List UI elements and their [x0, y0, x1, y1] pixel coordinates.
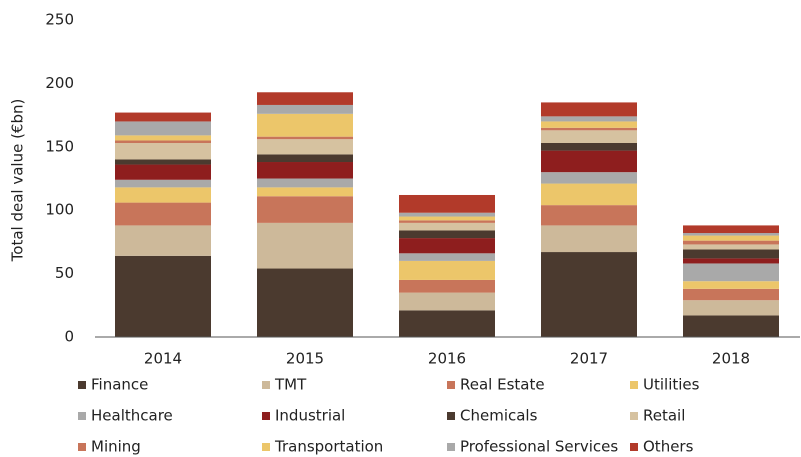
legend-label: Industrial	[275, 407, 345, 425]
bar-segment	[541, 142, 637, 151]
bar-segment	[541, 150, 637, 173]
bar-segment	[115, 112, 211, 122]
bar-segment	[115, 202, 211, 226]
bar-segment	[541, 205, 637, 226]
bar-segment	[115, 140, 211, 143]
bar-segment	[399, 292, 495, 311]
bar-segment	[257, 222, 353, 269]
bar-segment	[257, 113, 353, 137]
legend-label: Transportation	[274, 438, 383, 456]
legend-swatch	[630, 381, 638, 389]
bar-segment	[683, 233, 779, 236]
bar-segment	[683, 315, 779, 337]
bar-segment	[257, 196, 353, 223]
legend-label: Real Estate	[460, 376, 545, 394]
bar-segment	[115, 142, 211, 160]
bar-segment	[115, 121, 211, 136]
legend-swatch	[78, 443, 86, 451]
legend-swatch	[78, 381, 86, 389]
legend-swatch	[447, 412, 455, 420]
bar-segment	[683, 258, 779, 264]
bar-segment	[399, 222, 495, 231]
bar-segment	[257, 268, 353, 337]
bar-segment	[399, 230, 495, 239]
legend-label: Professional Services	[460, 438, 618, 456]
legend-label: Others	[643, 438, 694, 456]
bar-segment	[115, 187, 211, 203]
y-tick-label: 100	[45, 201, 74, 219]
bar-segment	[115, 225, 211, 256]
legend-swatch	[630, 443, 638, 451]
bar-segment	[115, 135, 211, 141]
bar-segment	[683, 240, 779, 245]
x-tick-label: 2017	[570, 350, 608, 368]
legend-swatch	[630, 412, 638, 420]
bar-segment	[399, 310, 495, 337]
bar-segment	[683, 288, 779, 301]
bar-segment	[115, 255, 211, 337]
bar-segment	[683, 244, 779, 250]
bar-segment	[399, 253, 495, 261]
legend-swatch	[262, 443, 270, 451]
legend-label: Mining	[91, 438, 141, 456]
bar-segment	[541, 172, 637, 184]
legend-label: Finance	[91, 376, 148, 394]
x-tick-label: 2018	[712, 350, 750, 368]
bar-segment	[541, 225, 637, 253]
bar-segment	[399, 260, 495, 280]
y-tick-label: 250	[45, 11, 74, 29]
bar-segment	[257, 139, 353, 155]
bar-segment	[257, 154, 353, 163]
y-tick-label: 50	[55, 264, 74, 282]
legend-swatch	[262, 412, 270, 420]
x-tick-label: 2016	[428, 350, 466, 368]
bar-segment	[399, 220, 495, 223]
bar-segment	[115, 159, 211, 165]
legend-swatch	[262, 381, 270, 389]
bar-segment	[257, 92, 353, 105]
bar-segment	[683, 235, 779, 241]
legend-label: Healthcare	[91, 407, 173, 425]
bar-segment	[257, 136, 353, 140]
bar-segment	[399, 194, 495, 213]
x-tick-label: 2015	[286, 350, 324, 368]
bar-segment	[399, 279, 495, 293]
bar-segment	[541, 130, 637, 143]
bar-segment	[541, 183, 637, 206]
bar-segment	[541, 127, 637, 131]
bar-segment	[683, 300, 779, 316]
y-tick-label: 150	[45, 137, 74, 155]
bar-segment	[115, 179, 211, 188]
bar-segment	[541, 252, 637, 337]
bar-segment	[683, 281, 779, 289]
x-tick-label: 2014	[144, 350, 182, 368]
bar-segment	[257, 178, 353, 188]
bar-segment	[257, 104, 353, 114]
bar-segment	[541, 121, 637, 128]
bar-segment	[683, 263, 779, 282]
y-tick-label: 0	[64, 328, 74, 346]
legend-label: TMT	[274, 376, 307, 394]
bar-segment	[541, 116, 637, 122]
legend-swatch	[447, 443, 455, 451]
bar-segment	[399, 216, 495, 221]
bar-segment	[541, 102, 637, 117]
bar-segment	[399, 212, 495, 217]
legend-swatch	[78, 412, 86, 420]
bar-segment	[257, 187, 353, 197]
bar-segment	[683, 225, 779, 234]
y-tick-label: 200	[45, 74, 74, 92]
legend-label: Chemicals	[460, 407, 538, 425]
bar-segment	[683, 249, 779, 259]
bar-segment	[399, 238, 495, 254]
legend-swatch	[447, 381, 455, 389]
legend-label: Utilities	[643, 376, 700, 394]
bar-segment	[257, 162, 353, 179]
legend-label: Retail	[643, 407, 685, 425]
y-axis-label: Total deal value (€bn)	[9, 99, 27, 263]
bar-segment	[115, 164, 211, 180]
